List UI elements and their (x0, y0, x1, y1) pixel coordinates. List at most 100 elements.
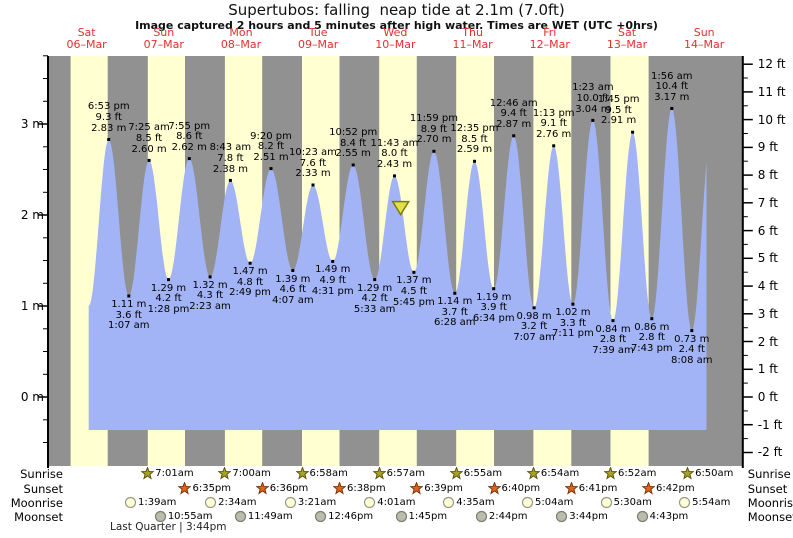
high-tide-label: 7:55 pm 8.6 ft 2.62 m (168, 120, 211, 153)
high-tide-point (512, 134, 516, 138)
sunset-time: 6:41pm (578, 482, 618, 494)
high-tide-label: 8:43 am 7.8 ft 2.38 m (209, 142, 252, 175)
moonrise-marker: 4:01am (363, 496, 416, 509)
high-tide-label: 1:56 am 10.4 ft 3.17 m (651, 70, 693, 103)
moonrise-marker: 4:35am (442, 496, 495, 509)
sunrise-star-icon (603, 467, 617, 480)
moonrise-time: 4:35am (456, 497, 495, 508)
moonset-time: 4:43pm (649, 511, 689, 522)
moonset-time: 12:46pm (328, 511, 374, 522)
left-axis-label: 1 m (20, 299, 44, 313)
moonrise-moon-icon (443, 496, 455, 509)
high-tide-label: 9:20 pm 8.2 ft 2.51 m (250, 130, 292, 163)
sunset-row-label-left: Sunset (23, 481, 63, 496)
moonrise-moon-icon (364, 496, 376, 509)
sunrise-star-icon (372, 467, 386, 480)
sunset-row-label-right: Sunset (747, 481, 788, 496)
high-tide-point (311, 183, 315, 187)
sunrise-time: 6:54am (540, 468, 580, 479)
low-tide-label: 1.47 m 4.8 ft 2:49 pm (229, 266, 271, 299)
sunset-marker: 6:39pm (410, 481, 463, 495)
day-label: Sun 14–Mar (684, 26, 725, 51)
low-tide-label: 1.29 m 4.2 ft 1:28 pm (147, 282, 190, 315)
moonrise-moon-icon (600, 496, 612, 509)
left-axis-label: 0 m (20, 390, 44, 404)
sunrise-marker: 6:54am (526, 467, 580, 480)
sunrise-star-icon (526, 467, 540, 480)
sunrise-time: 6:55am (463, 468, 503, 479)
high-tide-point (393, 174, 396, 178)
sunset-marker: 6:38pm (333, 481, 386, 495)
right-axis-label: 8 ft (757, 168, 778, 183)
right-axis-label: 7 ft (757, 195, 778, 210)
sunset-time: 6:38pm (347, 482, 386, 494)
high-tide-point (228, 178, 232, 182)
right-axis-label: -2 ft (757, 445, 783, 460)
sunset-time: 6:35pm (192, 482, 232, 494)
left-axis-label: 3 m (20, 117, 44, 131)
day-label: Sat 06–Mar (66, 26, 107, 51)
moonset-time: 1:45pm (408, 511, 448, 522)
sunrise-time: 6:57am (386, 468, 425, 479)
sunrise-marker: 6:57am (372, 467, 425, 480)
day-label: Mon 08–Mar (220, 26, 262, 51)
high-tide-label: 10:52 pm 8.4 ft 2.55 m (329, 126, 378, 160)
moonset-time: 10:55am (167, 511, 213, 522)
high-tide-point (269, 167, 273, 171)
moonrise-row-label-right: Moonrise (747, 496, 793, 510)
sunset-star-icon (487, 481, 501, 495)
left-axis-label: 2 m (20, 208, 44, 222)
day-label: Sat 13–Mar (606, 26, 648, 51)
sunrise-time: 6:58am (309, 468, 348, 479)
low-tide-point (453, 291, 457, 295)
low-tide-label: 0.86 m 2.8 ft 7:43 pm (630, 321, 673, 354)
right-axis-label: 6 ft (757, 223, 778, 238)
low-tide-label: 0.73 m 2.4 ft 8:08 am (670, 333, 713, 366)
moonset-marker: 2:44pm (475, 510, 528, 523)
low-tide-point (412, 270, 416, 274)
moonrise-marker: 1:39am (124, 496, 176, 509)
moonrise-row-label-left: Moonrise (10, 496, 63, 510)
moonrise-time: 5:04am (534, 497, 574, 508)
sunrise-marker: 6:50am (681, 467, 733, 480)
moonrise-moon-icon (521, 496, 534, 509)
right-axis-label: 2 ft (757, 334, 778, 349)
high-tide-label: 11:59 pm 8.9 ft 2.70 m (409, 113, 458, 146)
day-label: Wed 10–Mar (375, 26, 416, 51)
high-tide-label: 7:25 am 8.5 ft 2.60 m (128, 122, 170, 155)
moonset-moon-icon (475, 510, 487, 523)
low-tide-point (248, 261, 252, 265)
moonrise-time: 5:30am (613, 497, 652, 508)
high-tide-point (351, 163, 355, 167)
sunset-marker: 6:35pm (178, 481, 232, 495)
right-axis-label: 5 ft (757, 251, 778, 266)
high-tide-label: 1:45 pm 9.5 ft 2.91 m (597, 94, 640, 127)
low-tide-label: 1.29 m 4.2 ft 5:33 am (353, 282, 396, 315)
moonset-marker: 4:43pm (636, 510, 689, 523)
moonset-moon-icon (636, 510, 648, 523)
moonset-time: 2:44pm (488, 511, 528, 522)
high-tide-label: 12:35 pm 8.5 ft 2.59 m (450, 123, 499, 156)
sunset-marker: 6:42pm (642, 481, 695, 495)
sunset-star-icon (410, 481, 424, 495)
sunrise-marker: 7:00am (218, 467, 271, 480)
low-tide-point (650, 317, 654, 321)
high-tide-label: 1:13 pm 9.1 ft 2.76 m (532, 107, 575, 141)
moonrise-moon-icon (284, 496, 296, 509)
high-tide-point (552, 144, 556, 148)
sunset-star-icon (255, 481, 269, 495)
current-tide-marker-icon (391, 200, 410, 217)
day-label: Fri 12–Mar (529, 26, 570, 51)
sunrise-time: 7:00am (232, 468, 271, 479)
moonset-marker: 11:49am (234, 510, 293, 523)
high-tide-label: 10:23 am 7.6 ft 2.33 m (289, 146, 337, 180)
moonrise-time: 4:01am (377, 497, 416, 508)
sunrise-star-icon (295, 467, 309, 480)
chart-title: Supertubos: falling neap tide at 2.1m (7… (228, 1, 565, 19)
low-tide-point (127, 294, 131, 298)
high-tide-label: 12:46 am 9.4 ft 2.87 m (489, 97, 538, 131)
sunrise-row-label-right: Sunrise (747, 467, 791, 481)
low-tide-label: 0.84 m 2.8 ft 7:39 am (592, 323, 634, 356)
chart-subtitle: Image captured 2 hours and 5 minutes aft… (135, 19, 658, 32)
